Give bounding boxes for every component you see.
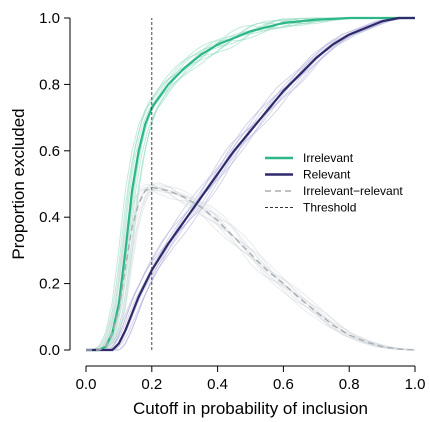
legend-label-relevant: Relevant bbox=[303, 168, 351, 182]
legend-label-threshold: Threshold bbox=[303, 201, 356, 215]
legend: Irrelevant Relevant Irrelevant−relevant Thr… bbox=[265, 151, 403, 215]
series-layer bbox=[86, 16, 416, 352]
x-tick-label: 0.6 bbox=[273, 376, 294, 393]
x-axis-title: Cutoff in probability of inclusion bbox=[133, 399, 368, 418]
replicate-line bbox=[86, 188, 415, 351]
x-tick-label: 0.4 bbox=[207, 376, 228, 393]
y-tick-label: 1.0 bbox=[39, 10, 60, 27]
y-tick-label: 0.6 bbox=[39, 143, 60, 160]
axes: 0.0 0.2 0.4 0.6 0.8 1.0 0.0 0.2 0.4 0.6 0.8 1.0 bbox=[39, 10, 425, 393]
legend-label-irrelevant-relevant: Irrelevant−relevant bbox=[303, 184, 403, 198]
y-tick-label: 0.8 bbox=[39, 76, 60, 93]
replicate-line bbox=[86, 17, 415, 351]
series-line-irrelevant-relevant bbox=[86, 186, 416, 351]
legend-label-irrelevant: Irrelevant bbox=[303, 151, 354, 165]
replicate-line bbox=[86, 187, 416, 351]
y-tick-label: 0.0 bbox=[39, 342, 60, 359]
y-tick-label: 0.4 bbox=[39, 209, 60, 226]
replicate-line bbox=[86, 189, 416, 351]
replicate-line bbox=[86, 182, 416, 351]
x-tick-label: 0.8 bbox=[339, 376, 360, 393]
x-tick-label: 0.2 bbox=[141, 376, 162, 393]
x-tick-label: 1.0 bbox=[405, 376, 426, 393]
y-tick-label: 0.2 bbox=[39, 276, 60, 293]
y-axis-title: Proportion excluded bbox=[9, 108, 28, 259]
x-tick-label: 0.0 bbox=[76, 376, 97, 393]
replicate-line bbox=[85, 17, 415, 351]
series-line-relevant bbox=[86, 16, 415, 352]
